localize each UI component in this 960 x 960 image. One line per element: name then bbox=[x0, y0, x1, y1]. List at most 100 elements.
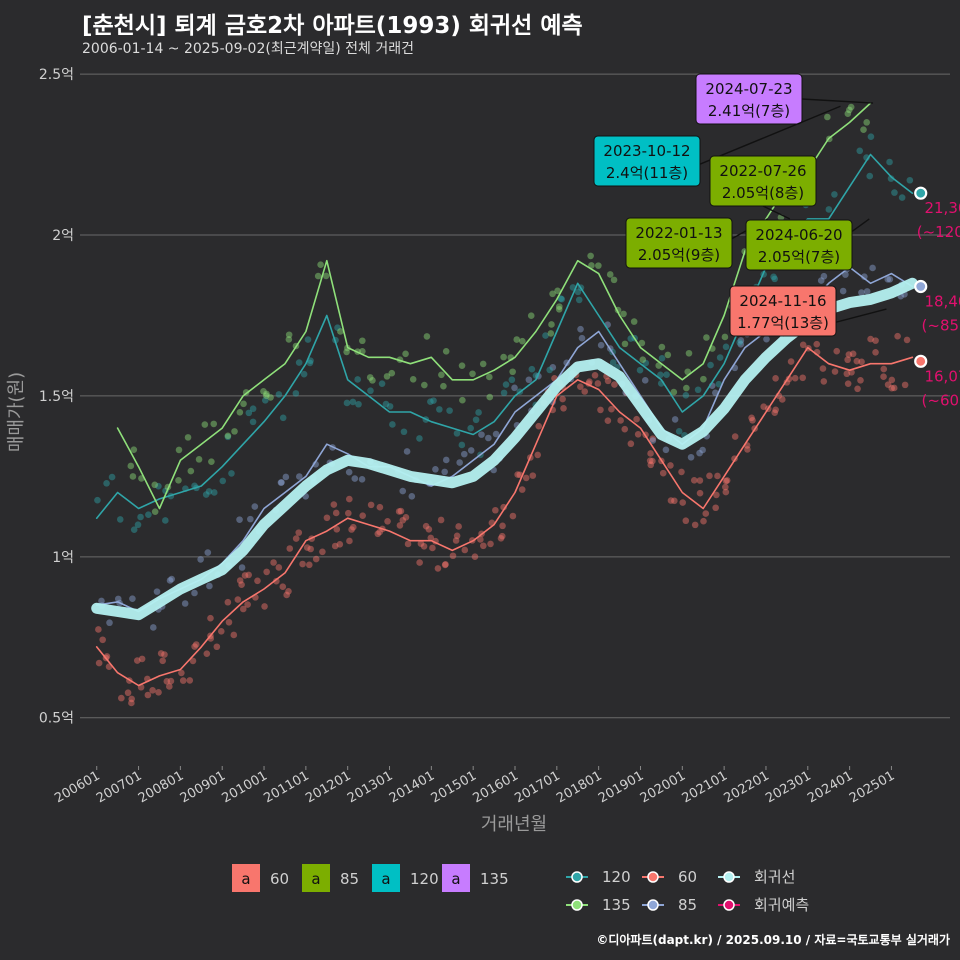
transaction-point bbox=[151, 508, 159, 515]
transaction-point bbox=[279, 583, 287, 591]
legend-label: 회귀예측 bbox=[754, 896, 809, 914]
transaction-point bbox=[679, 499, 687, 506]
transaction-point bbox=[432, 465, 439, 473]
transaction-point bbox=[847, 103, 855, 111]
transaction-point bbox=[799, 341, 807, 349]
transaction-point bbox=[285, 331, 293, 339]
y-tick-label: 1.5억 bbox=[39, 389, 74, 405]
transaction-point bbox=[500, 389, 508, 397]
transaction-point bbox=[469, 370, 476, 378]
transaction-point bbox=[663, 371, 670, 378]
transaction-point bbox=[137, 513, 144, 521]
transaction-point bbox=[559, 395, 566, 403]
transaction-point bbox=[649, 457, 656, 465]
transaction-point bbox=[621, 340, 629, 348]
transaction-point bbox=[633, 415, 640, 423]
chart-subtitle: 2006-01-14 ~ 2025-09-02(최근계약일) 전체 거래건 bbox=[82, 41, 414, 57]
transaction-point bbox=[760, 403, 767, 410]
transaction-point bbox=[129, 595, 136, 603]
transaction-point bbox=[609, 359, 617, 366]
transaction-point bbox=[247, 515, 254, 523]
x-tick-label: 201001 bbox=[220, 768, 270, 806]
transaction-point bbox=[872, 348, 879, 356]
legend-label: 120 bbox=[602, 868, 631, 886]
transaction-point bbox=[254, 577, 261, 585]
transaction-point bbox=[114, 595, 122, 603]
transaction-point bbox=[856, 147, 864, 155]
transaction-point bbox=[334, 324, 341, 331]
transaction-point bbox=[508, 376, 516, 384]
x-tick-label: 201301 bbox=[345, 768, 395, 806]
transaction-point bbox=[367, 387, 374, 395]
transaction-point bbox=[299, 560, 306, 568]
transaction-point bbox=[721, 333, 729, 341]
transaction-point bbox=[231, 428, 238, 435]
transaction-point bbox=[831, 191, 838, 198]
transaction-point bbox=[402, 514, 410, 521]
transaction-point bbox=[349, 398, 357, 406]
transaction-point bbox=[703, 334, 710, 341]
transaction-point bbox=[460, 450, 468, 458]
transaction-point bbox=[678, 468, 685, 476]
transaction-point bbox=[657, 371, 664, 379]
transaction-point bbox=[772, 375, 779, 382]
transaction-point bbox=[278, 479, 285, 486]
transaction-point bbox=[869, 264, 876, 272]
annotation-box bbox=[625, 217, 733, 269]
transaction-point bbox=[700, 517, 707, 525]
transaction-point bbox=[103, 479, 110, 487]
transaction-point bbox=[244, 601, 251, 608]
transaction-point bbox=[785, 375, 793, 383]
transaction-point bbox=[487, 540, 494, 548]
transaction-point bbox=[389, 421, 396, 428]
transaction-point bbox=[467, 424, 474, 432]
transaction-point bbox=[436, 406, 443, 413]
transaction-point bbox=[898, 194, 906, 201]
transaction-point bbox=[285, 588, 292, 595]
transaction-point bbox=[219, 477, 227, 485]
annotation-date: 2024-07-23 bbox=[705, 80, 792, 98]
transaction-point bbox=[646, 457, 654, 464]
transaction-point bbox=[716, 354, 724, 361]
transaction-point bbox=[241, 572, 249, 579]
transaction-point bbox=[621, 425, 629, 433]
transaction-point bbox=[304, 336, 312, 343]
series-lines bbox=[91, 102, 918, 687]
transaction-point bbox=[378, 380, 386, 387]
transaction-point bbox=[787, 358, 795, 365]
transaction-point bbox=[546, 366, 553, 374]
transaction-point bbox=[880, 365, 888, 373]
transaction-point bbox=[336, 541, 344, 548]
transaction-point bbox=[638, 339, 646, 347]
transaction-point bbox=[397, 507, 405, 515]
transaction-point bbox=[575, 296, 583, 304]
transaction-point bbox=[437, 516, 445, 524]
transaction-point bbox=[446, 407, 453, 414]
transaction-point bbox=[429, 544, 436, 552]
transaction-point bbox=[144, 691, 152, 699]
transaction-point bbox=[314, 272, 322, 280]
transaction-point bbox=[485, 434, 492, 442]
transaction-point bbox=[529, 472, 537, 479]
transaction-point bbox=[400, 428, 408, 436]
transaction-point bbox=[833, 347, 841, 355]
transaction-point bbox=[354, 376, 361, 383]
transaction-point bbox=[772, 406, 779, 414]
transaction-point bbox=[597, 341, 605, 349]
transaction-point bbox=[442, 456, 450, 464]
transaction-point bbox=[399, 516, 407, 524]
transaction-point bbox=[890, 384, 898, 392]
transaction-point bbox=[292, 535, 300, 542]
transaction-point bbox=[887, 175, 895, 182]
x-tick-label: 202301 bbox=[763, 768, 813, 806]
transaction-point bbox=[322, 272, 330, 280]
source-caption: ©디아파트(dapt.kr) / 2025.09.10 / 자료=국토교통부 실… bbox=[596, 933, 950, 947]
x-tick-label: 201901 bbox=[596, 768, 646, 806]
transaction-point bbox=[884, 381, 892, 388]
transaction-point bbox=[330, 501, 338, 508]
transaction-point bbox=[863, 119, 870, 126]
transaction-point bbox=[649, 435, 657, 442]
annotation-price: 1.77억(13층) bbox=[737, 314, 829, 332]
legend-label: 회귀선 bbox=[754, 868, 795, 886]
